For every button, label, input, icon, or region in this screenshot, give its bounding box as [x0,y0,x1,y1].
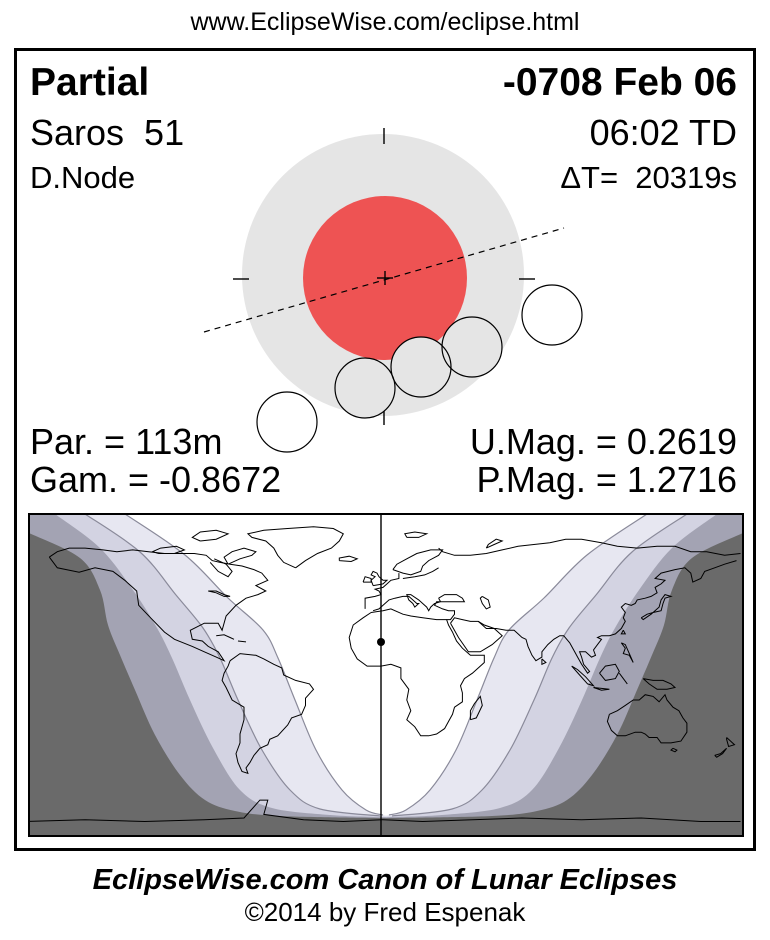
coastline [348,608,485,737]
copyright-label: ©2014 by Fred Espenak [244,897,526,927]
moon-disk-fill [442,317,502,377]
coastline [29,799,741,823]
coastline [402,567,439,579]
moon-disk-outline [256,391,318,453]
moon-disk-fill [522,285,582,345]
coastline [404,531,429,538]
coastline [620,630,627,635]
coastline [438,594,466,603]
coastline [642,678,677,690]
coastline [208,590,231,597]
coastline [370,570,389,587]
moon-disk-outline [521,284,583,346]
coastline [599,663,620,681]
moon-disk-outline [441,316,503,378]
coastline [469,695,483,721]
coastline [485,538,504,549]
visibility-map-group [29,514,743,836]
coastline [237,640,247,643]
coastline [618,672,628,685]
coastline [571,665,596,687]
coastline [221,653,315,775]
greatest-time-label: 06:02 TD [589,112,737,153]
source-url: www.EclipseWise.com/eclipse.html [190,8,580,36]
saros-label: Saros 51 [30,112,185,153]
zone-boundary-line [124,514,384,816]
moon-disk-fill [391,337,451,397]
zone-eclipse-not-visible [29,514,743,836]
coastline [338,555,359,563]
coastline [209,558,233,578]
coastline [450,617,503,653]
coastline [364,573,400,609]
coastline [362,576,372,583]
moon-disk-fill [257,392,317,452]
coastline [477,560,737,674]
moon-disk-outline [390,336,452,398]
coastline [151,545,186,554]
plate-frame [14,48,756,851]
coastline [640,594,673,621]
partial-duration-label: Par. = 113m [30,421,223,462]
coastline [726,737,736,748]
coastline [223,547,257,565]
gamma-label: Gam. = -0.8672 [30,459,282,500]
node-label: D.Node [30,160,136,195]
coastline [620,642,634,663]
coastline [191,529,230,542]
coastline [216,634,235,640]
coastline [670,747,678,753]
coastline [541,658,547,666]
coastline [438,538,741,556]
footer-title: EclipseWise.com Canon of Lunar Eclipses [92,864,678,896]
coastline [392,549,444,576]
map-frame [28,513,744,837]
delta-t-label: ΔT= 20319s [560,160,737,195]
zone-boundary-line [84,514,381,817]
coastline [606,693,688,744]
moon-disk-outline [334,357,396,419]
moon-disk-fill [335,358,395,418]
penumbral-magnitude-label: P.Mag. = 1.2716 [476,459,737,500]
zone-boundary-line [388,514,648,816]
coastline [246,526,344,569]
zone-boundary-line [391,514,688,817]
eclipse-date-label: -0708 Feb 06 [502,61,737,104]
coastline [593,687,610,691]
coastline [372,594,455,621]
zone-rises-sets-outer [29,514,743,836]
eclipse-type-label: Partial [30,61,150,104]
coastline [479,595,491,610]
ecliptic-dashed-line [203,227,565,333]
coastline [714,747,727,758]
sublunar-point-dot [377,638,385,646]
umbral-magnitude-label: U.Mag. = 0.2619 [469,421,737,462]
